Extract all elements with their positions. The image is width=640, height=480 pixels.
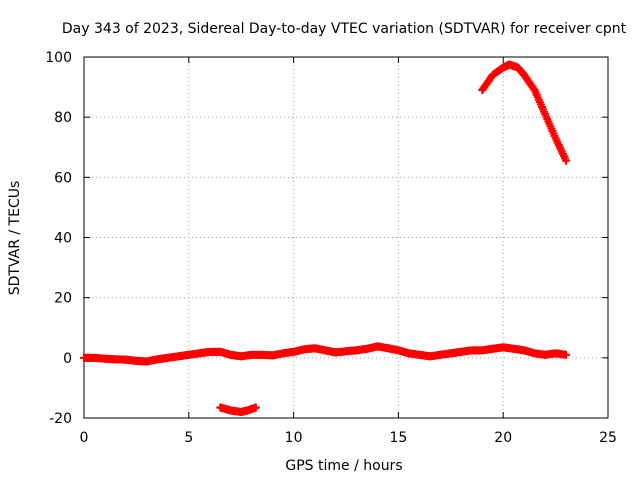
y-tick-label: 40	[54, 231, 72, 247]
chart-title: Day 343 of 2023, Sidereal Day-to-day VTE…	[62, 21, 627, 37]
y-tick-label: -20	[49, 411, 72, 427]
data-points	[80, 60, 571, 416]
x-tick-label: 25	[599, 430, 617, 446]
grid-lines	[84, 57, 608, 418]
y-axis-label: SDTVAR / TECUs	[7, 181, 23, 296]
series-low-segment	[216, 403, 260, 416]
x-tick-label: 0	[80, 430, 89, 446]
axis-ticks	[83, 56, 609, 419]
y-tick-labels: -20 0 20 40 60 80 100	[45, 50, 72, 427]
data-point	[251, 403, 260, 412]
plot-frame	[83, 56, 609, 419]
y-tick-label: 0	[63, 351, 72, 367]
y-tick-label: 100	[45, 50, 72, 66]
data-point	[562, 156, 571, 165]
x-tick-label: 15	[389, 430, 407, 446]
x-tick-label: 20	[494, 430, 512, 446]
y-tick-label: 80	[54, 110, 72, 126]
y-tick-label: 60	[54, 170, 72, 186]
x-tick-label: 10	[285, 430, 303, 446]
series-main-track	[80, 342, 571, 366]
x-tick-label: 5	[184, 430, 193, 446]
series-high-arc	[478, 60, 571, 165]
y-tick-label: 20	[54, 291, 72, 307]
x-axis-label: GPS time / hours	[285, 458, 402, 474]
data-point	[562, 350, 571, 359]
x-tick-labels: 0 5 10 15 20 25	[80, 430, 617, 446]
